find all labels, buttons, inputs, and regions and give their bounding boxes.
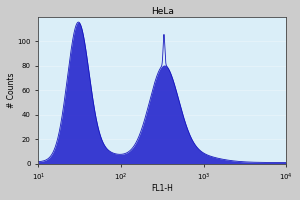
X-axis label: FL1-H: FL1-H (152, 184, 173, 193)
Y-axis label: # Counts: # Counts (7, 72, 16, 108)
Title: HeLa: HeLa (151, 7, 174, 16)
